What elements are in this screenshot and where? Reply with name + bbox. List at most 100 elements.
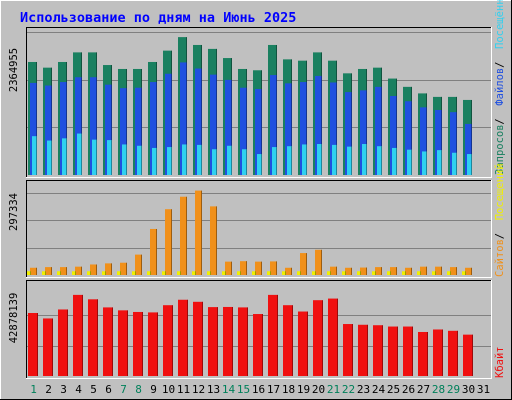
bar-middle-1-day-1 xyxy=(27,271,31,275)
bar-middle-0-day-20 xyxy=(315,249,322,275)
y-tick-label-bottom: 42878139 xyxy=(8,293,20,344)
bar-middle-0-day-9 xyxy=(150,228,157,275)
x-tick-labels: 1 2 3 4 5 6 7 8 9 10 11 12 13 14 15 16 17 18 19 20 21 22 23 24 2… xyxy=(30,383,490,396)
bar-top-1-day-11 xyxy=(180,62,187,175)
legends: Запросов / Файлов / Посещённых страницСа… xyxy=(494,0,506,378)
bar-top-2-day-28 xyxy=(437,150,442,175)
x-tick-label-day-28: 28 xyxy=(432,383,445,396)
bar-top-2-day-1 xyxy=(32,136,37,175)
bar-bottom-0-day-21 xyxy=(328,298,338,376)
bar-middle-1-day-5 xyxy=(87,271,91,275)
bar-bottom-0-day-26 xyxy=(403,326,413,376)
bar-middle-1-day-2 xyxy=(42,271,46,275)
bar-top-1-day-2 xyxy=(45,85,52,175)
x-tick-label-day-25: 25 xyxy=(387,383,400,396)
x-tick-label-day-3: 3 xyxy=(60,383,67,396)
bar-top-1-day-25 xyxy=(390,96,397,175)
bar-bottom-0-day-22 xyxy=(343,324,353,376)
bar-top-1-day-7 xyxy=(120,88,127,175)
bar-top-2-day-10 xyxy=(167,147,172,175)
x-tick-label-day-16: 16 xyxy=(252,383,265,396)
bar-middle-0-day-1 xyxy=(30,267,37,275)
x-tick-label-day-26: 26 xyxy=(402,383,415,396)
bar-bottom-0-day-11 xyxy=(178,299,188,376)
bar-middle-0-day-10 xyxy=(165,209,172,275)
bar-top-2-day-11 xyxy=(182,144,187,175)
bar-top-2-day-3 xyxy=(62,138,67,175)
bar-top-2-day-7 xyxy=(122,144,127,175)
bar-top-1-day-26 xyxy=(405,101,412,175)
bar-middle-0-day-21 xyxy=(330,266,337,275)
bar-top-2-day-21 xyxy=(332,144,337,175)
bar-bottom-0-day-12 xyxy=(193,301,203,376)
panel-middle: 297334 xyxy=(8,180,492,278)
bar-middle-0-day-11 xyxy=(180,196,187,275)
bar-top-1-day-14 xyxy=(225,79,232,175)
bar-top-1-day-21 xyxy=(330,82,337,175)
bar-bottom-0-day-30 xyxy=(463,334,473,376)
x-tick-label-day-29: 29 xyxy=(447,383,460,396)
bar-bottom-0-day-20 xyxy=(313,300,323,376)
bar-middle-0-day-17 xyxy=(270,261,277,275)
bar-bottom-0-day-28 xyxy=(433,329,443,376)
legend-separator-middle-0: / xyxy=(494,233,506,239)
bar-top-2-day-8 xyxy=(137,145,142,175)
bar-middle-1-day-11 xyxy=(177,271,181,275)
x-tick-label-day-15: 15 xyxy=(237,383,250,396)
bar-top-2-day-15 xyxy=(242,149,247,175)
bar-middle-0-day-12 xyxy=(195,190,202,275)
bar-top-1-day-12 xyxy=(195,68,202,175)
bar-middle-0-day-3 xyxy=(60,267,67,275)
bar-middle-0-day-14 xyxy=(225,261,232,275)
bar-bottom-0-day-8 xyxy=(133,311,143,376)
bar-middle-1-day-23 xyxy=(357,271,361,275)
chart-title: Использование по дням на Июнь 2025 xyxy=(20,10,296,26)
bar-middle-0-day-30 xyxy=(465,267,472,275)
legend-separator-top-0: / xyxy=(494,118,506,124)
legend-entry-middle-0: Сайтов xyxy=(494,239,506,277)
bar-middle-0-day-19 xyxy=(300,253,307,275)
x-tick-label-day-11: 11 xyxy=(177,383,190,396)
x-tick-label-day-23: 23 xyxy=(357,383,370,396)
x-tick-label-day-10: 10 xyxy=(162,383,175,396)
bar-middle-1-day-8 xyxy=(132,271,136,275)
bar-bottom-0-day-15 xyxy=(238,307,248,376)
x-tick-label-day-30: 30 xyxy=(462,383,475,396)
bar-bottom-0-day-16 xyxy=(253,314,263,376)
bar-top-1-day-9 xyxy=(150,82,157,175)
legend-top: Запросов / Файлов / Посещённых страниц xyxy=(494,0,506,175)
bar-bottom-0-day-9 xyxy=(148,312,158,376)
bar-top-1-day-1 xyxy=(30,82,37,175)
bar-middle-0-day-26 xyxy=(405,267,412,275)
chart-panels: 2364955 297334 42878139 xyxy=(8,27,492,379)
bar-top-1-day-22 xyxy=(345,92,352,175)
bar-top-1-day-20 xyxy=(315,75,322,175)
bar-middle-0-day-23 xyxy=(360,267,367,275)
bar-bottom-0-day-2 xyxy=(43,318,53,376)
bar-bottom-0-day-5 xyxy=(88,299,98,376)
y-tick-label-middle: 297334 xyxy=(8,193,20,231)
bar-top-1-day-16 xyxy=(255,89,262,175)
bar-middle-0-day-13 xyxy=(210,206,217,275)
bar-top-2-day-19 xyxy=(302,144,307,175)
bar-bottom-0-day-14 xyxy=(223,306,233,376)
bar-bottom-0-day-23 xyxy=(358,324,368,376)
x-tick-label-day-4: 4 xyxy=(75,383,82,396)
bar-bottom-0-day-24 xyxy=(373,325,383,376)
bar-top-1-day-29 xyxy=(450,112,457,175)
x-tick-label-day-31: 31 xyxy=(477,383,490,396)
bar-bottom-0-day-25 xyxy=(388,326,398,376)
bar-middle-0-day-7 xyxy=(120,262,127,275)
bar-top-1-day-30 xyxy=(465,123,472,175)
bar-top-2-day-2 xyxy=(47,140,52,175)
bar-top-2-day-24 xyxy=(377,146,382,175)
legend-middle: Сайтов / Посещений xyxy=(494,163,506,277)
x-tick-label-day-22: 22 xyxy=(342,383,355,396)
bar-top-2-day-5 xyxy=(92,139,97,175)
bar-bottom-0-day-29 xyxy=(448,330,458,376)
bar-middle-1-day-24 xyxy=(372,271,376,275)
bar-top-1-day-17 xyxy=(270,75,277,175)
bar-top-2-day-30 xyxy=(467,154,472,175)
legend-entry-top-0: Запросов xyxy=(494,124,506,175)
panel-top: 2364955 xyxy=(8,27,492,178)
